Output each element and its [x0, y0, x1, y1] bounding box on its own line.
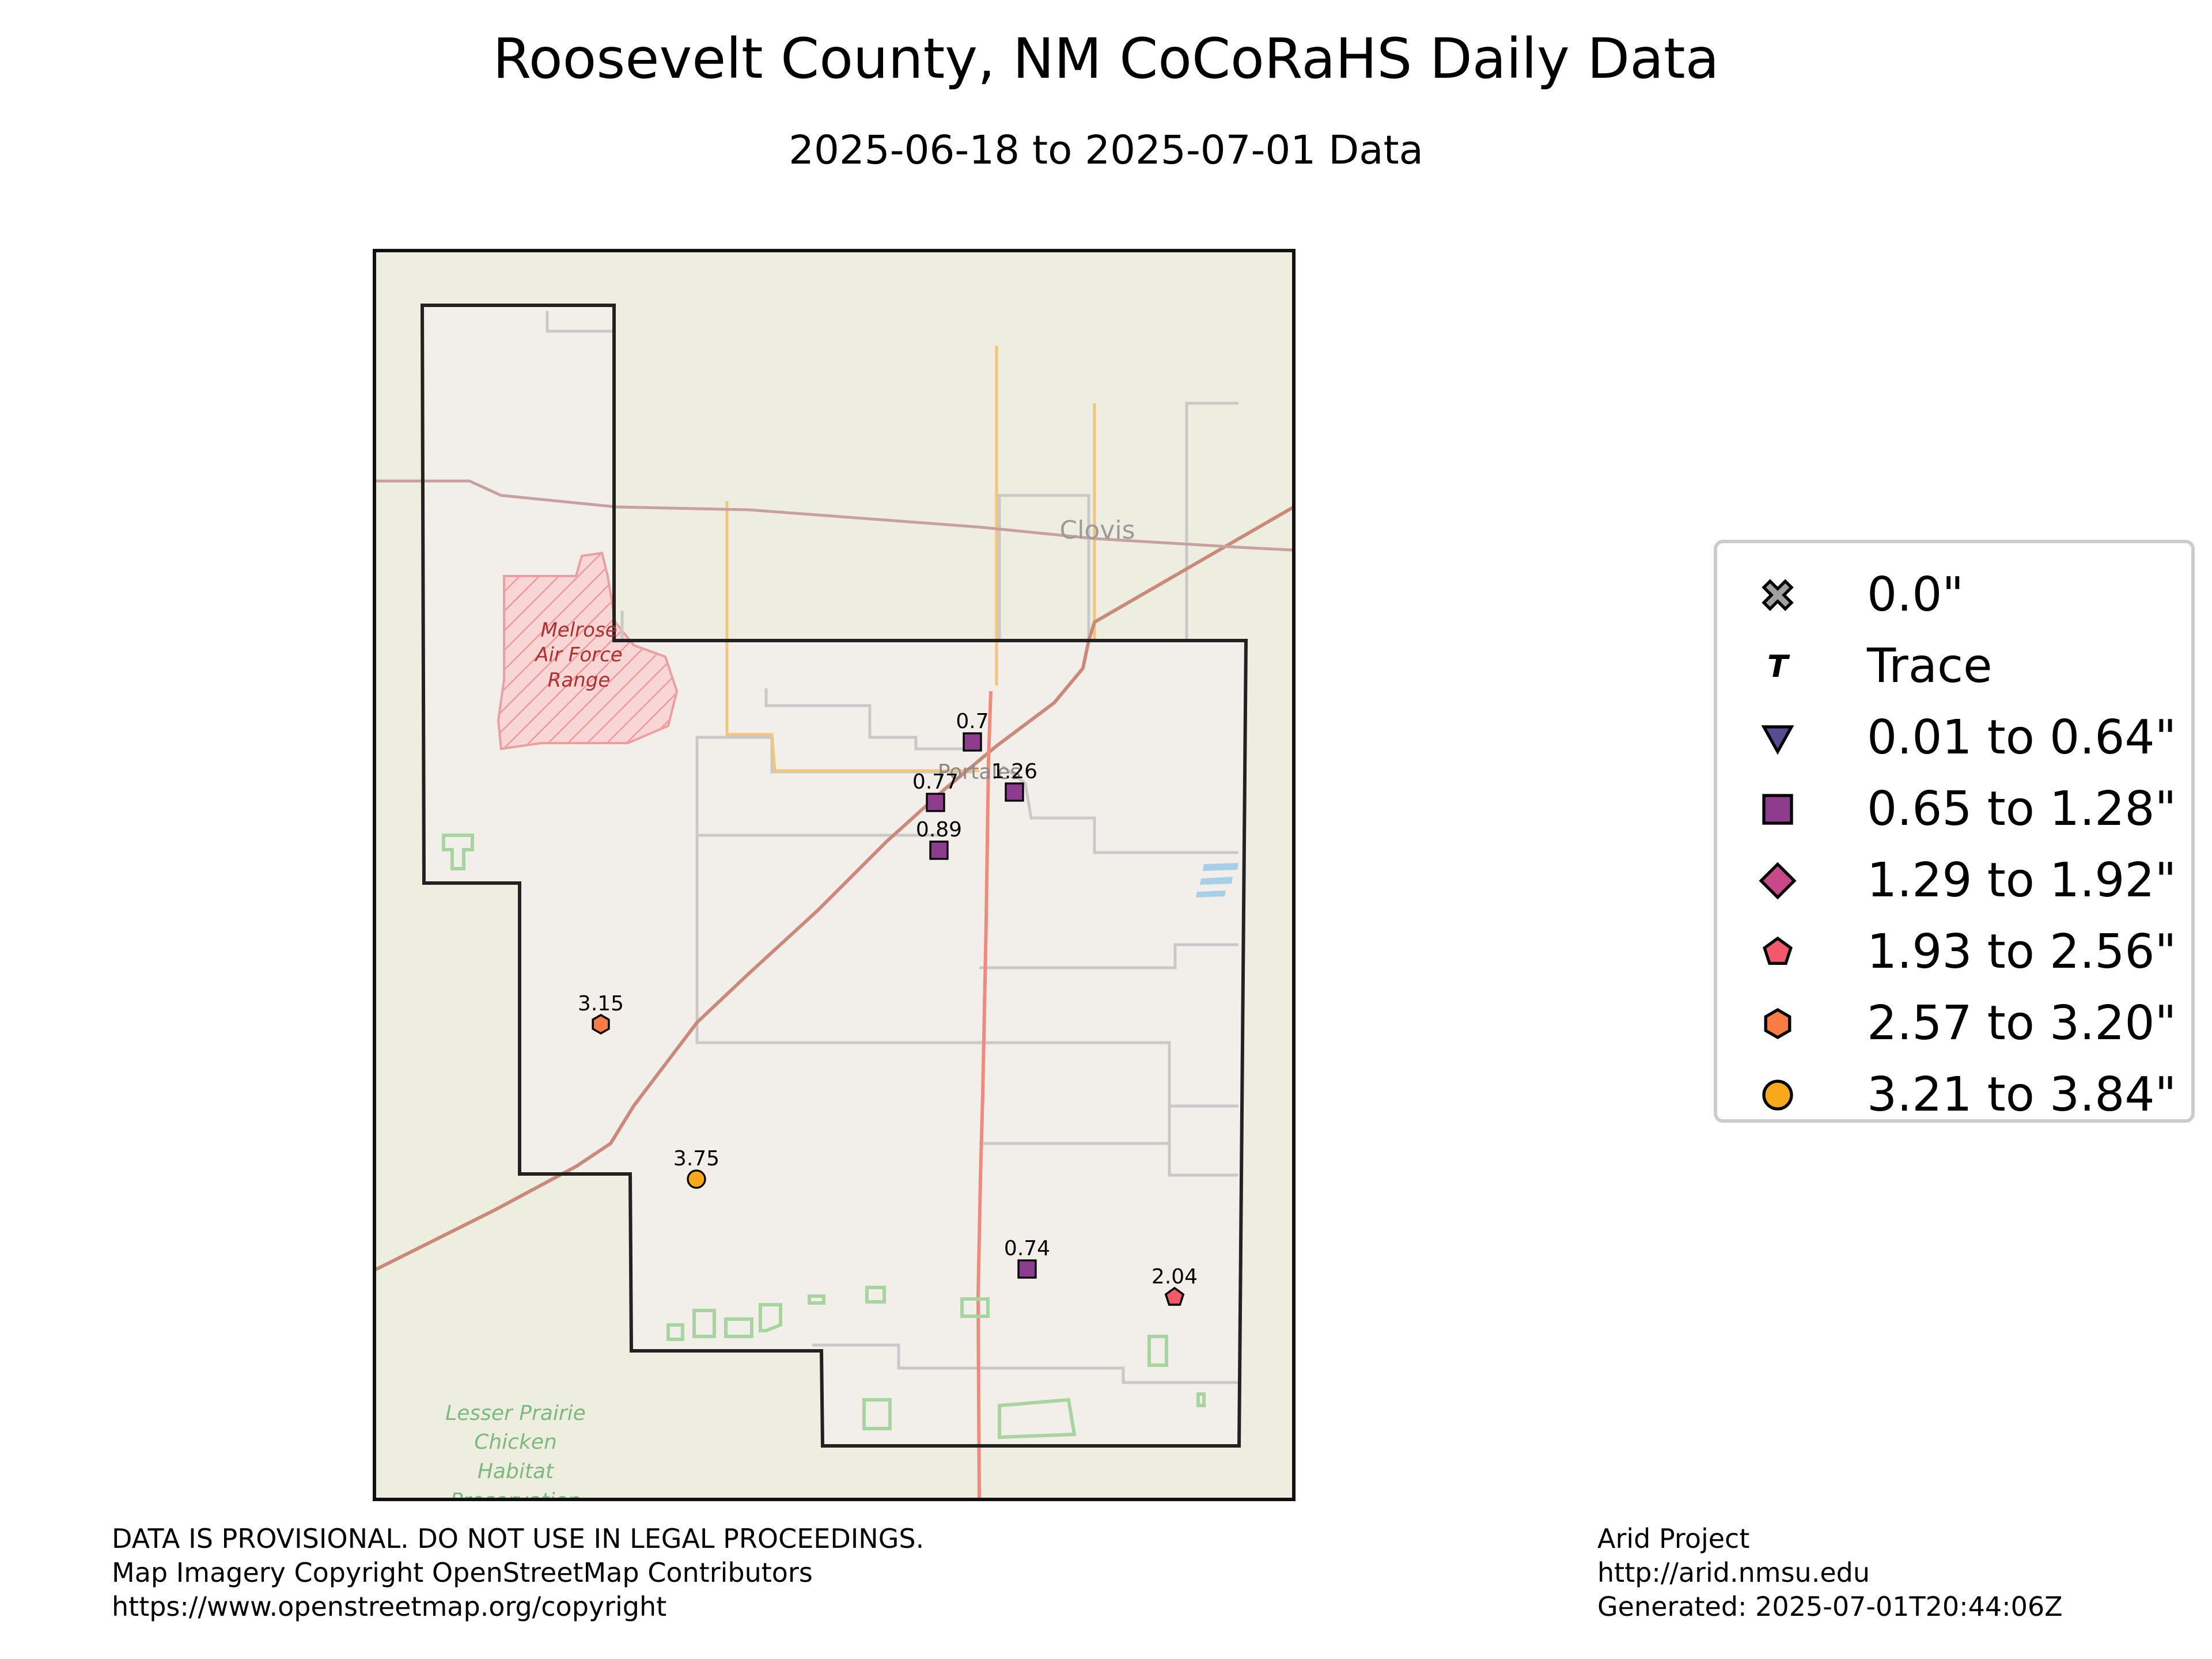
svg-text:Chicken: Chicken: [474, 1430, 557, 1454]
legend-label: 0.01 to 0.64": [1867, 710, 2177, 765]
legend-item: 0.01 to 0.64": [1717, 702, 2191, 774]
county-boundary: [420, 304, 1248, 1448]
legend-item: 0.65 to 1.28": [1717, 774, 2191, 845]
station-marker-square-icon[interactable]: [926, 793, 945, 812]
highways-secondary: [725, 346, 1096, 772]
station-marker-square-icon[interactable]: [1017, 1259, 1037, 1279]
water-features: [1196, 863, 1238, 897]
legend-label: 3.21 to 3.84": [1867, 1067, 2177, 1122]
svg-text:Habitat: Habitat: [478, 1460, 555, 1483]
circle-icon: [1762, 1080, 1793, 1111]
page-title: Roosevelt County, NM CoCoRaHS Daily Data: [493, 26, 1719, 91]
melrose-label: Melrose Air Force Range: [534, 619, 622, 692]
station-markers: 0.7 1.26 0.77 0.89 3.15 3.75 0.74 2.04: [578, 710, 1198, 1306]
footer-line: http://arid.nmsu.edu: [1597, 1557, 1870, 1588]
legend-item: 2.57 to 3.20": [1717, 988, 2191, 1059]
station-value-label: 3.75: [673, 1147, 719, 1171]
hexagon-icon: [1764, 1007, 1791, 1040]
legend-item: 0.0": [1717, 559, 2191, 631]
us-60-road: [374, 479, 1294, 552]
square-icon: [1762, 794, 1793, 825]
legend: 0.0" T Trace 0.01 to 0.64" 0.65 to 1.28" 1.29…: [1714, 540, 2195, 1123]
station-marker-square-icon[interactable]: [929, 840, 949, 860]
legend-item: 1.93 to 2.56": [1717, 916, 2191, 988]
footer-credits: Arid Project http://arid.nmsu.edu Genera…: [1597, 1522, 2063, 1624]
svg-text:Lesser Prairie: Lesser Prairie: [445, 1402, 586, 1425]
svg-text:Melrose: Melrose: [540, 619, 617, 642]
map-frame: [373, 249, 1296, 1501]
station-value-label: 1.26: [991, 760, 1037, 783]
nm-467-road: [976, 691, 993, 1499]
basemap-imagery: Clovis Portales Melrose Air Force Range …: [374, 251, 1294, 1513]
station-marker-circle-icon[interactable]: [687, 1169, 706, 1189]
diamond-icon: [1759, 862, 1797, 900]
station-value-label: 2.04: [1152, 1265, 1198, 1289]
svg-text:Air Force: Air Force: [534, 643, 622, 666]
svg-text:Range: Range: [548, 669, 611, 692]
page-subtitle: 2025-06-18 to 2025-07-01 Data: [789, 127, 1423, 173]
footer-disclaimer: DATA IS PROVISIONAL. DO NOT USE IN LEGAL…: [112, 1522, 924, 1624]
legend-item: 1.29 to 1.92": [1717, 845, 2191, 916]
station-value-label: 3.15: [578, 992, 624, 1016]
station-marker-pentagon-icon[interactable]: [1164, 1286, 1185, 1306]
svg-text:T: T: [1767, 649, 1790, 684]
legend-label: Trace: [1867, 639, 1993, 694]
legend-label: 0.65 to 1.28": [1867, 782, 2177, 836]
station-marker-square-icon[interactable]: [1005, 782, 1024, 802]
clovis-label: Clovis: [1059, 516, 1135, 545]
footer-line: Arid Project: [1597, 1523, 1750, 1554]
lpc-habitat-label: Lesser Prairie Chicken Habitat Preservat…: [445, 1402, 586, 1513]
footer-line: Generated: 2025-07-01T20:44:06Z: [1597, 1591, 2063, 1622]
footer-line: Map Imagery Copyright OpenStreetMap Cont…: [112, 1557, 813, 1588]
station-marker-hexagon-icon[interactable]: [592, 1013, 610, 1035]
station-value-label: 0.77: [912, 770, 959, 794]
legend-label: 1.29 to 1.92": [1867, 853, 2177, 908]
svg-text:Preservation: Preservation: [450, 1489, 581, 1513]
footer-line: https://www.openstreetmap.org/copyright: [112, 1591, 667, 1622]
station-value-label: 0.74: [1004, 1237, 1050, 1260]
x-icon: [1762, 579, 1794, 611]
portales-label: Portales: [938, 760, 1021, 784]
legend-item: 3.21 to 3.84": [1717, 1059, 2191, 1131]
habitat-outlines: [442, 834, 1206, 1440]
t-icon: T: [1767, 649, 1790, 684]
legend-label: 1.93 to 2.56": [1867, 925, 2177, 979]
legend-label: 0.0": [1867, 567, 1964, 622]
us-70-road: [374, 505, 1294, 1272]
legend-item: T Trace: [1717, 631, 2191, 702]
melrose-range-area: [497, 551, 679, 751]
county-fill: [422, 305, 1246, 1446]
station-value-label: 0.89: [916, 818, 962, 842]
triangle-down-icon: [1761, 725, 1794, 755]
station-marker-square-icon[interactable]: [963, 732, 982, 752]
footer-line: DATA IS PROVISIONAL. DO NOT USE IN LEGAL…: [112, 1523, 925, 1554]
station-value-label: 0.7: [956, 710, 988, 733]
pentagon-icon: [1763, 936, 1793, 965]
legend-label: 2.57 to 3.20": [1867, 996, 2177, 1051]
